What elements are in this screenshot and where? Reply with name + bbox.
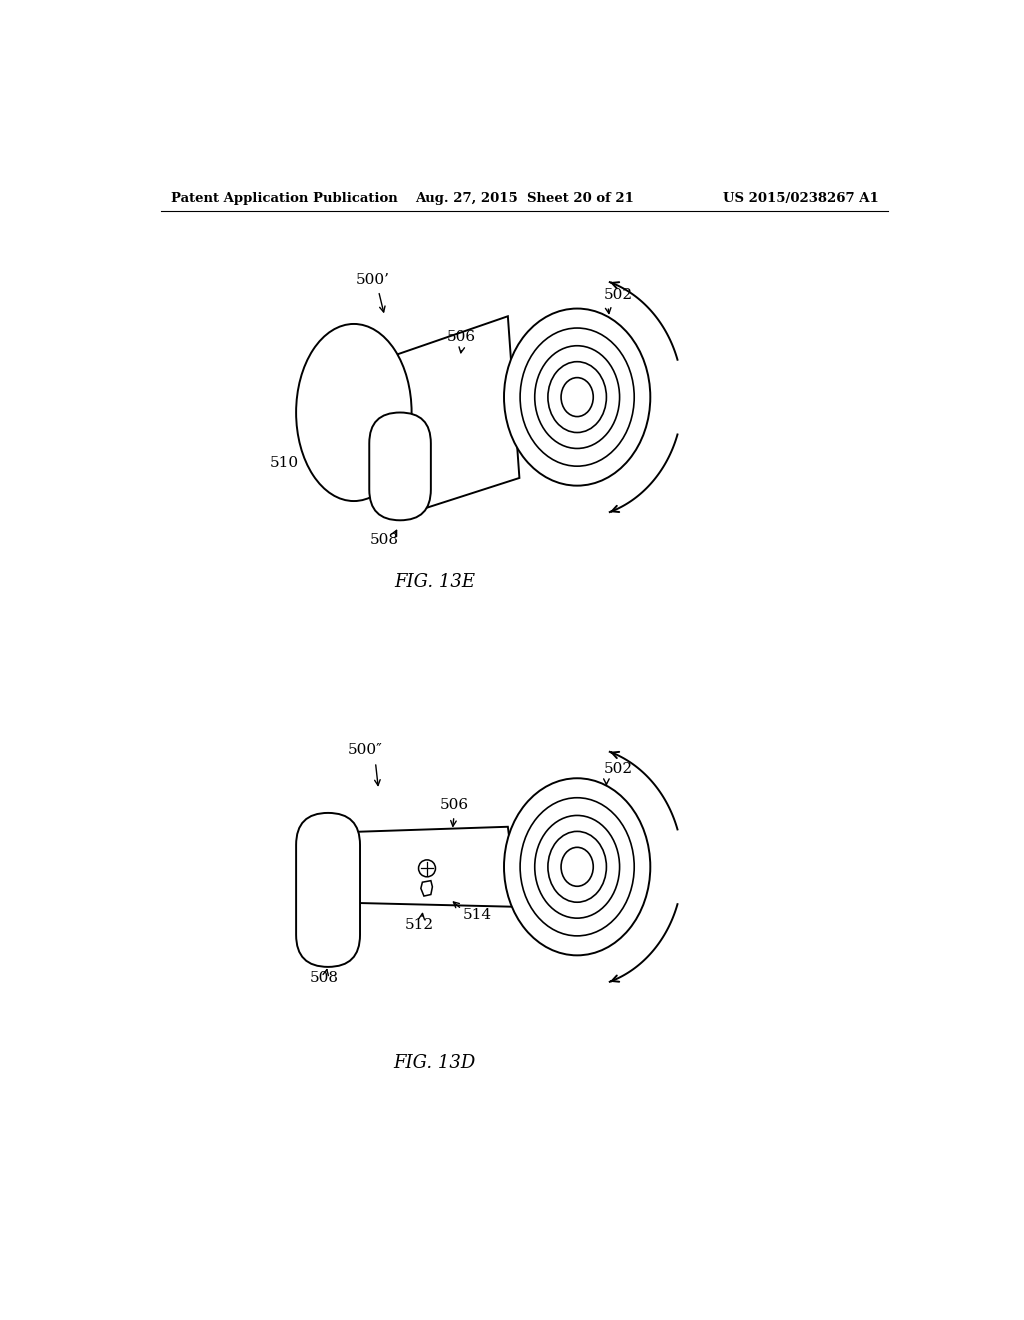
Text: 512: 512 [404, 917, 434, 932]
Ellipse shape [504, 779, 650, 956]
Text: 500’: 500’ [356, 273, 390, 286]
Text: 514: 514 [463, 908, 493, 921]
Text: 508: 508 [370, 532, 399, 546]
Text: 506: 506 [447, 330, 476, 345]
Text: 502: 502 [603, 762, 633, 776]
Circle shape [419, 859, 435, 876]
Text: Patent Application Publication: Patent Application Publication [171, 191, 397, 205]
Text: 500″: 500″ [348, 743, 383, 756]
Text: Aug. 27, 2015  Sheet 20 of 21: Aug. 27, 2015 Sheet 20 of 21 [416, 191, 634, 205]
Polygon shape [421, 880, 432, 896]
Text: 508: 508 [310, 972, 339, 986]
Polygon shape [396, 317, 519, 512]
Ellipse shape [504, 309, 650, 486]
Text: FIG. 13E: FIG. 13E [394, 573, 475, 591]
Text: FIG. 13D: FIG. 13D [393, 1055, 476, 1072]
Text: 502: 502 [603, 289, 633, 302]
Text: 506: 506 [439, 799, 469, 812]
Polygon shape [346, 826, 518, 907]
FancyBboxPatch shape [370, 412, 431, 520]
Text: US 2015/0238267 A1: US 2015/0238267 A1 [723, 191, 879, 205]
Ellipse shape [296, 323, 412, 502]
Text: 510: 510 [269, 455, 298, 470]
FancyBboxPatch shape [296, 813, 360, 966]
